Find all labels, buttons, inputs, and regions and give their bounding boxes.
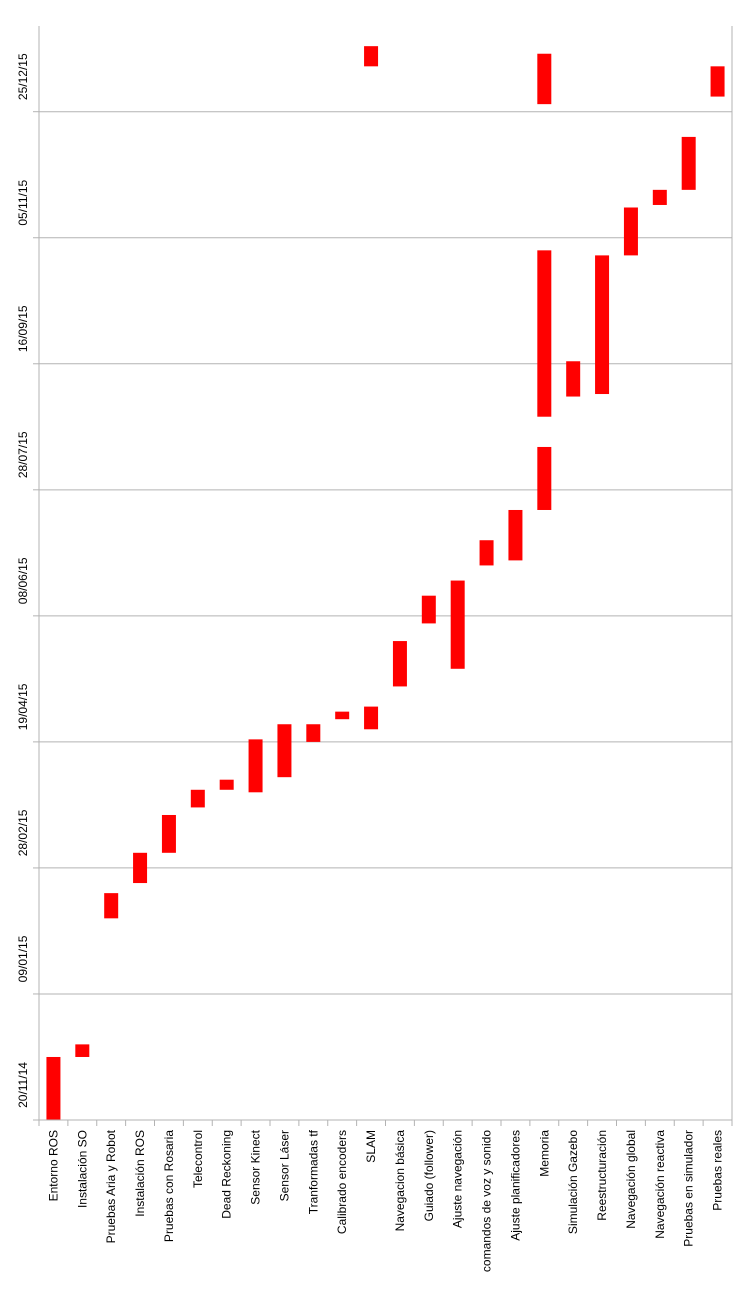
y-tick-label: 09/01/15	[16, 935, 30, 982]
task-bar	[595, 255, 610, 395]
task-bar	[652, 189, 667, 205]
x-category-label: Instalación ROS	[133, 1130, 147, 1217]
x-category-label: Telecontrol	[191, 1130, 205, 1188]
task-bar	[537, 53, 552, 105]
x-category-label: Simulación Gazebo	[566, 1130, 580, 1234]
task-bar	[75, 1044, 90, 1057]
x-category-label: Tranformadas tf	[306, 1129, 320, 1214]
x-category-label: SLAM	[364, 1130, 378, 1163]
y-tick-label: 28/02/15	[16, 809, 30, 856]
task-bar	[710, 66, 725, 97]
x-category-label: Sensor Kinect	[249, 1129, 263, 1204]
task-bar	[364, 46, 379, 67]
task-bar	[133, 852, 148, 884]
task-bar	[537, 250, 552, 417]
task-bar	[364, 706, 379, 730]
task-bar	[335, 711, 350, 720]
task-bar	[450, 580, 465, 669]
x-category-label: Pruebas Aria y Robot	[104, 1129, 118, 1243]
x-category-label: Memoria	[537, 1130, 551, 1177]
x-category-label: Pruebas en simulador	[682, 1130, 696, 1247]
y-tick-label: 20/11/14	[16, 1062, 30, 1108]
task-bar	[508, 509, 523, 561]
task-bars	[46, 46, 725, 1120]
task-bar	[421, 595, 436, 624]
task-bar	[46, 1056, 61, 1120]
task-bar	[248, 739, 263, 793]
x-category-label: Navegacion básica	[393, 1130, 407, 1232]
axes	[33, 26, 733, 1126]
task-bar	[277, 724, 292, 778]
x-category-label: Guiado (follower)	[422, 1130, 436, 1221]
x-category-label: comandos de voz y sonido	[480, 1130, 494, 1272]
task-bar	[479, 540, 494, 566]
y-tick-label: 16/09/15	[16, 305, 30, 352]
x-category-label: Pruebas con Rosaria	[162, 1130, 176, 1242]
y-tick-label: 05/11/15	[16, 180, 30, 226]
x-category-label: Dead Reckoning	[220, 1130, 234, 1219]
x-category-label: Sensor Láser	[277, 1130, 291, 1201]
task-bar	[392, 641, 407, 687]
task-bar	[306, 724, 321, 742]
x-category-label: Pruebas reales	[711, 1130, 725, 1211]
y-tick-label: 28/07/15	[16, 431, 30, 478]
x-category-labels: Entorno ROS Instalación SO Pruebas Aria y …	[46, 1129, 724, 1272]
task-bar	[219, 779, 234, 790]
y-tick-label: 19/04/15	[16, 683, 30, 730]
task-bar	[161, 814, 176, 853]
x-category-label: Navegación reactiva	[653, 1130, 667, 1239]
x-category-label: Calibrado encoders	[335, 1130, 349, 1234]
task-bar	[623, 207, 638, 256]
task-bar	[681, 136, 696, 190]
task-bar	[566, 361, 581, 397]
x-category-label: Reestructuración	[595, 1130, 609, 1221]
grid-lines	[39, 111, 732, 1121]
y-tick-labels: 20/11/14 09/01/15 28/02/15 19/04/15 08/06/15…	[16, 53, 30, 1108]
y-tick-label: 08/06/15	[16, 557, 30, 604]
x-category-label: Ajuste planificadores	[508, 1130, 522, 1241]
x-category-label: Instalación SO	[75, 1130, 89, 1208]
task-bar	[104, 893, 119, 919]
x-category-label: Navegación global	[624, 1130, 638, 1229]
task-bar	[537, 446, 552, 510]
y-tick-label: 25/12/15	[16, 53, 30, 100]
x-category-label: Ajuste navegación	[451, 1130, 465, 1228]
x-category-label: Entorno ROS	[46, 1130, 60, 1201]
task-bar	[190, 789, 205, 808]
